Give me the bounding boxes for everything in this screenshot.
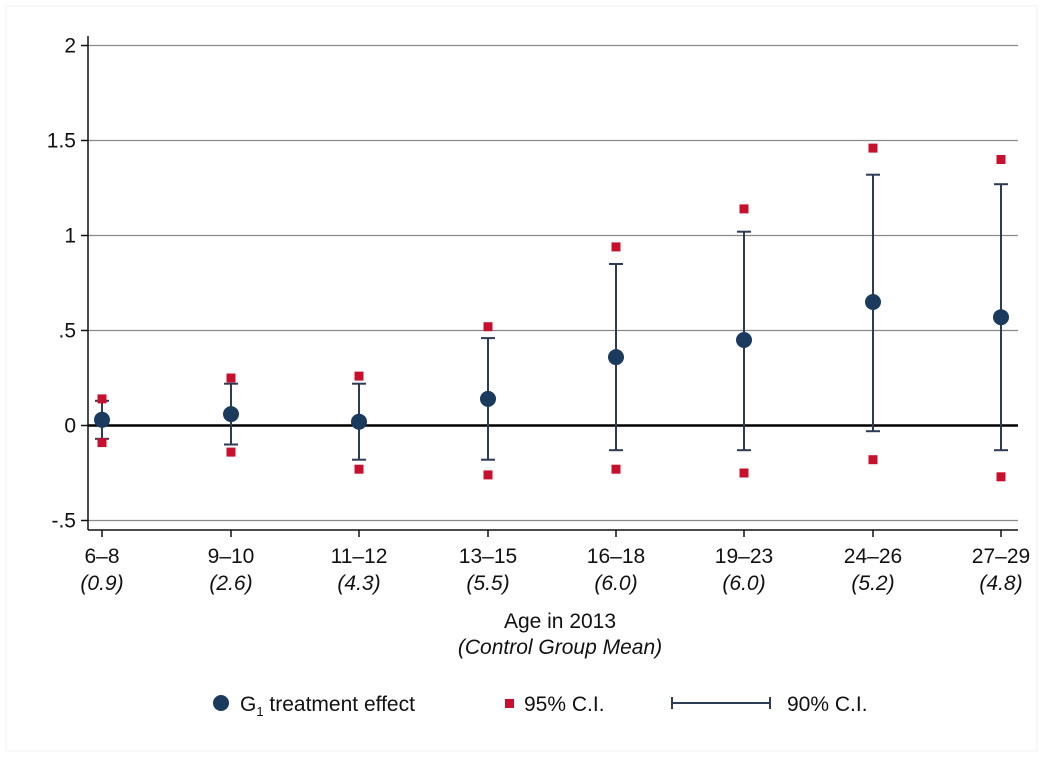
legend: G1 treatment effect 95% C.I. 90% C.I.	[213, 693, 868, 719]
x-tick-sublabel: (5.2)	[851, 572, 894, 595]
ci95-lower-marker	[868, 455, 878, 465]
ci95-lower-marker	[354, 464, 364, 474]
x-tick-sublabel: (6.0)	[594, 572, 637, 595]
x-tick-label: 16–18	[587, 545, 645, 568]
x-tick-label: 27–29	[972, 545, 1030, 568]
x-tick-label: 11–12	[331, 545, 388, 568]
y-tick-label: .5	[58, 320, 76, 343]
legend-ci90-marker	[671, 697, 771, 709]
legend-point-marker	[213, 695, 229, 711]
ci95-lower-marker	[483, 470, 493, 480]
x-tick-sublabel: (4.3)	[337, 572, 380, 595]
ci95-upper-marker	[611, 242, 621, 252]
y-tick-label: 2	[64, 35, 76, 58]
ci95-upper-marker	[483, 322, 493, 332]
axes	[81, 36, 1018, 537]
x-tick-sublabel: (0.9)	[80, 572, 123, 595]
ci95-upper-marker	[354, 371, 364, 381]
legend-ci95-label: 95% C.I.	[524, 693, 605, 716]
ci95-upper-marker	[868, 143, 878, 153]
legend-ci90-label: 90% C.I.	[787, 693, 868, 716]
x-tick-label: 13–15	[459, 545, 517, 568]
ci95-lower-marker	[611, 464, 621, 474]
x-tick-sublabel: (2.6)	[209, 572, 252, 595]
x-tick-label: 24–26	[844, 545, 902, 568]
treatment-effect-point	[223, 406, 239, 423]
treatment-effect-point	[94, 411, 110, 428]
tick-labels: -.5 0 .5 1 1.5 2 6–8 (0.9) 9–10 (2.6) 11–12 (4.3) 13…	[47, 35, 1030, 596]
ci95-upper-marker	[996, 155, 1006, 164]
treatment-effect-point	[480, 390, 496, 407]
ci95-lower-marker	[226, 447, 236, 457]
y-tick-label: 0	[64, 415, 76, 438]
ci95-upper-marker	[97, 394, 107, 404]
x-tick-label: 19–23	[715, 545, 773, 568]
x-axis-subtitle: (Control Group Mean)	[458, 636, 662, 659]
figure-frame	[5, 5, 1038, 752]
treatment-effect-point	[865, 294, 881, 310]
x-tick-label: 6–8	[84, 545, 119, 568]
ci95-lower-marker	[97, 438, 107, 448]
y-tick-label: -.5	[51, 510, 76, 533]
gridlines	[88, 44, 1018, 522]
legend-point-label: G1 treatment effect	[240, 693, 415, 719]
legend-ci95-marker	[505, 699, 514, 708]
x-tick-sublabel: (6.0)	[722, 572, 765, 595]
ci95-lower-marker	[739, 468, 749, 478]
y-tick-label: 1.5	[47, 130, 76, 153]
treatment-effect-point	[736, 332, 752, 348]
x-tick-sublabel: (5.5)	[466, 572, 509, 595]
chart-marks	[94, 143, 1009, 482]
ci95-upper-marker	[739, 204, 749, 214]
ci95-upper-marker	[226, 373, 236, 383]
x-axis-title: Age in 2013	[504, 610, 616, 633]
x-tick-sublabel: (4.8)	[979, 572, 1022, 595]
treatment-effect-point	[608, 349, 624, 366]
y-tick-label: 1	[64, 225, 76, 248]
treatment-effect-point	[993, 309, 1009, 326]
x-tick-label: 9–10	[208, 545, 255, 568]
treatment-effect-point	[351, 413, 367, 430]
ci95-lower-marker	[996, 472, 1006, 482]
